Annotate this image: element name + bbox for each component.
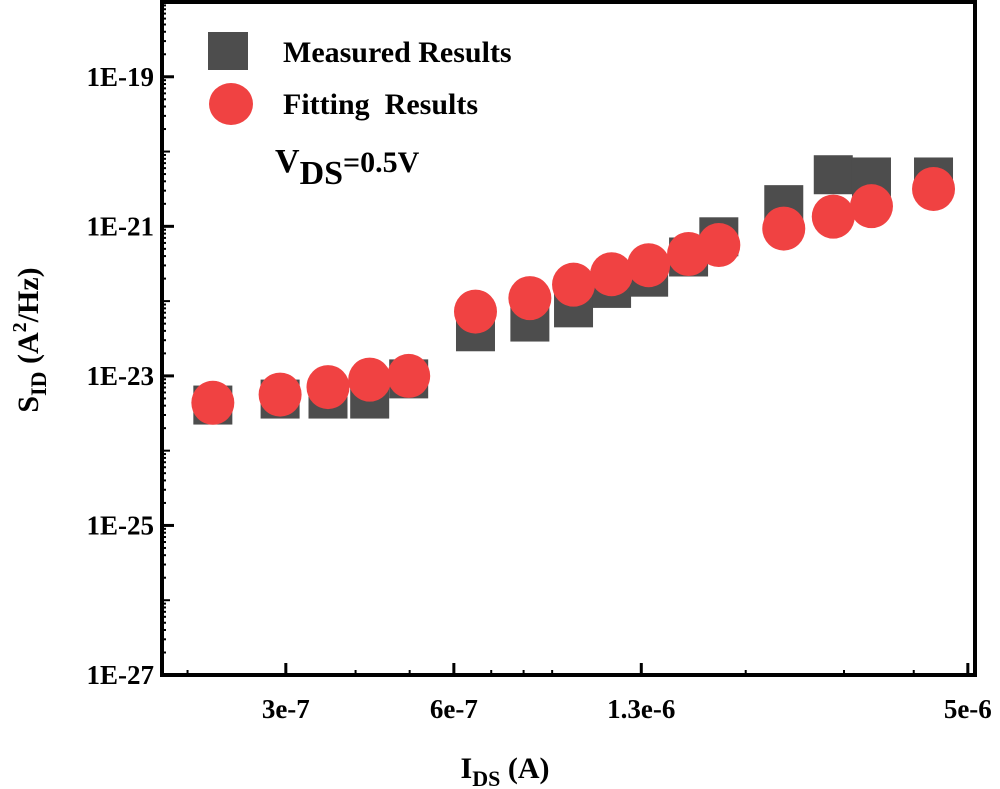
- x-tick-label: 1.3e-6: [607, 694, 675, 724]
- legend-label-fitting: Fitting Results: [283, 88, 478, 121]
- fitting-point: [811, 194, 855, 239]
- fitting-point: [387, 353, 431, 398]
- x-tick-label: 3e-7: [262, 694, 310, 724]
- y-tick-label: 1E-21: [87, 211, 155, 241]
- fitting-point: [627, 243, 671, 288]
- fitting-point: [508, 276, 552, 321]
- plot-frame: [160, 0, 977, 677]
- y-tick-label: 1E-25: [87, 510, 155, 540]
- y-tick-label: 1E-23: [87, 361, 155, 391]
- measured-point: [813, 155, 853, 195]
- fitting-point: [258, 372, 302, 417]
- annotation-vds: VDS=0.5V: [275, 143, 420, 192]
- fitting-point: [912, 166, 956, 211]
- legend: Measured Results Fitting Results VDS=0.5…: [208, 32, 512, 192]
- y-axis-title: SID (A2/Hz): [9, 267, 51, 412]
- legend-circle-marker: [209, 83, 253, 125]
- fitting-point: [552, 262, 596, 307]
- data-marks: [191, 155, 956, 425]
- fitting-point: [849, 184, 893, 229]
- legend-square-marker: [208, 32, 248, 70]
- fitting-point: [453, 289, 497, 334]
- fitting-point: [762, 206, 806, 251]
- fitting-point: [697, 223, 741, 268]
- axis-ticks: 1E-19 1E-21 1E-23 1E-25 1E-27 3e-7 6e-7 1.3e-6 5…: [87, 4, 992, 724]
- fitting-point: [191, 380, 235, 425]
- x-tick-label: 5e-6: [944, 694, 992, 724]
- y-tick-label: 1E-19: [87, 62, 155, 92]
- legend-label-measured: Measured Results: [283, 36, 512, 69]
- x-axis-title: IDS (A): [461, 752, 550, 789]
- y-tick-label: 1E-27: [87, 660, 155, 690]
- fitting-point: [306, 365, 350, 410]
- x-tick-label: 6e-7: [430, 694, 478, 724]
- fitting-point: [348, 357, 392, 402]
- fitting-point: [590, 252, 634, 297]
